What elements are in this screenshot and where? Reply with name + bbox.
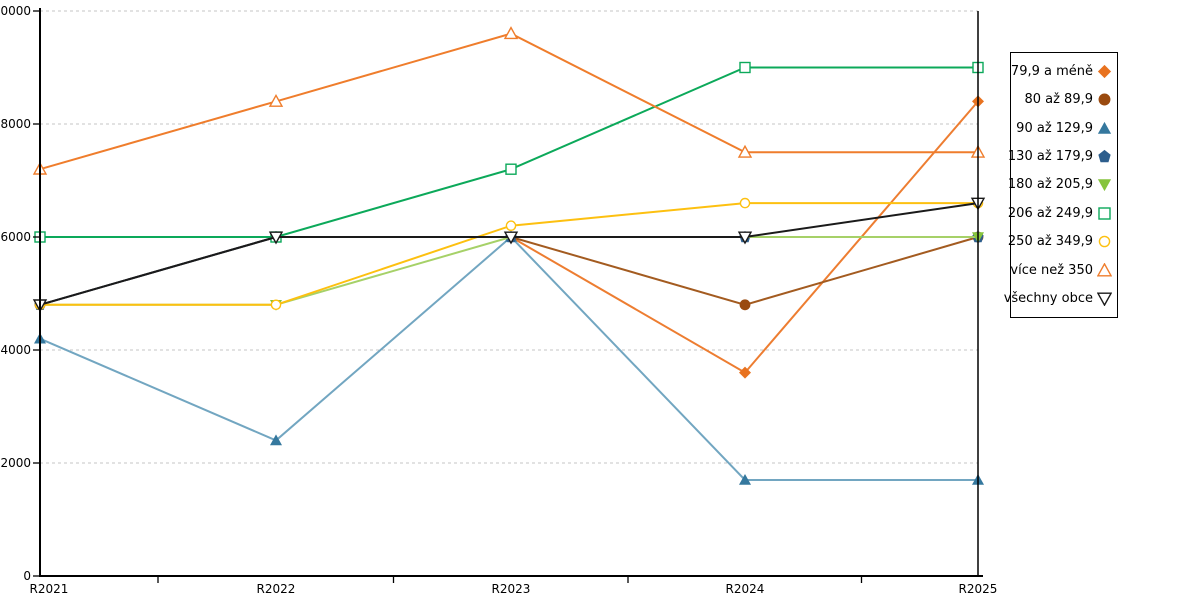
legend-item-label: 80 až 89,9 [1024, 92, 1093, 108]
circle-marker-icon [1098, 236, 1111, 248]
series-8 [32, 26, 986, 175]
triangle-down-marker-icon [1097, 292, 1112, 307]
square-marker-icon [1098, 207, 1111, 220]
legend-item-label: 130 až 179,9 [1007, 149, 1093, 165]
series-3 [34, 231, 984, 485]
legend-item-label: 79,9 a méně [1010, 63, 1093, 79]
legend-item: všechny obce [1004, 285, 1117, 313]
x-axis-tick-label: R2023 [492, 582, 531, 596]
legend-item: 90 až 129,9 [1011, 114, 1117, 142]
legend-item: 206 až 249,9 [1007, 199, 1117, 227]
series-5 [34, 232, 984, 311]
y-axis-tick-label: 0 [23, 569, 31, 583]
series-2 [34, 231, 984, 311]
x-axis-tick-label: R2025 [959, 582, 998, 596]
y-axis-tick-label: 6000 [0, 230, 31, 244]
legend-item-label: 90 až 129,9 [1016, 120, 1093, 136]
triangle-up-marker-icon [1097, 121, 1112, 134]
legend-item-label: 206 až 249,9 [1007, 205, 1093, 221]
series-9 [32, 197, 986, 313]
legend-item: 180 až 205,9 [1007, 171, 1117, 199]
x-axis-tick-label: R2021 [30, 582, 69, 596]
y-axis-tick-label: 4000 [0, 343, 31, 357]
legend-item-label: více než 350 [1010, 262, 1093, 278]
legend-item-label: 180 až 205,9 [1007, 177, 1093, 193]
legend-item: 80 až 89,9 [1011, 86, 1117, 114]
x-axis-tick-label: R2024 [726, 582, 765, 596]
triangle-up-marker-icon [1097, 262, 1112, 277]
diamond-marker-icon [1097, 64, 1112, 78]
circle-marker-icon [1098, 93, 1111, 106]
legend-item-label: 250 až 349,9 [1007, 234, 1093, 250]
pentagon-marker-icon [1098, 149, 1111, 163]
legend-item: více než 350 [1010, 256, 1117, 284]
legend-item: 79,9 a méně [1011, 57, 1117, 85]
legend-item: 250 až 349,9 [1007, 228, 1117, 256]
series-4 [34, 231, 984, 310]
series-7 [34, 197, 984, 311]
legend-item: 130 až 179,9 [1007, 143, 1117, 171]
y-axis-tick-label: 2000 [0, 456, 31, 470]
y-axis-tick-label: 8000 [0, 117, 31, 131]
axes: 0 2000 4000 6000 8000 10000 R2021 R2022 R2023 R20… [0, 4, 997, 596]
x-axis-tick-label: R2022 [257, 582, 296, 596]
y-axis-tick-label: 10000 [0, 4, 31, 18]
triangle-down-marker-icon [1097, 179, 1112, 192]
legend-item-label: všechny obce [1003, 291, 1093, 307]
legend: 79,9 a méně 80 až 89,9 90 až 129,9 130 až 1… [1004, 52, 1118, 318]
